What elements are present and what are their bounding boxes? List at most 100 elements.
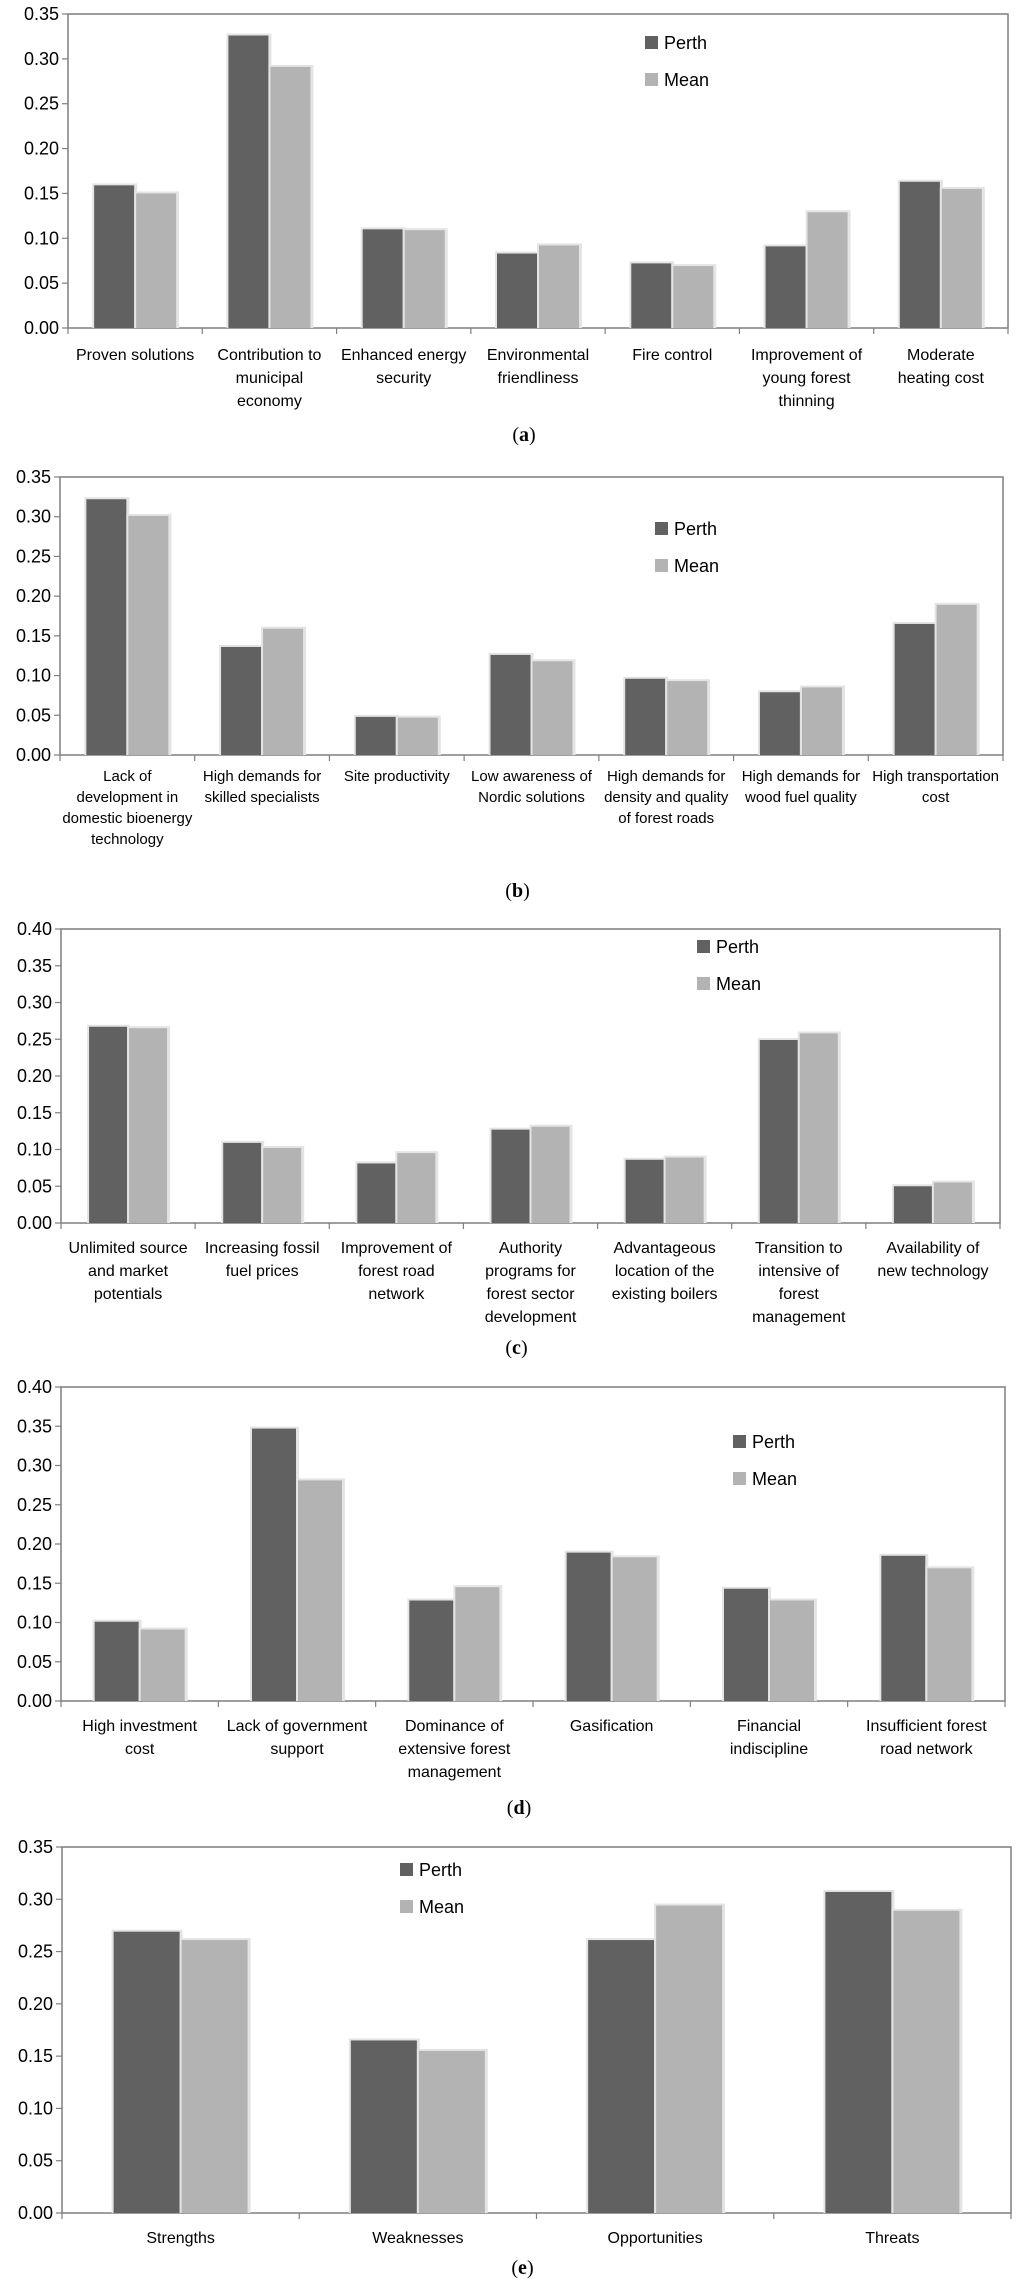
y-tick-label: 0.30 [18,1889,53,1909]
y-tick-label: 0.00 [17,1213,52,1233]
legend-label-perth: Perth [716,937,759,957]
y-tick-label: 0.00 [17,1691,52,1711]
category-label: High demands for skilled specialists [203,768,321,806]
bar-mean-3 [397,717,438,755]
y-tick-label: 0.15 [17,1573,52,1593]
y-tick-label: 0.15 [16,626,51,646]
bar-mean-5 [673,266,714,328]
category-label: Opportunities [608,2230,703,2247]
category-label: Site productivity [344,768,450,785]
y-tick-label: 0.40 [17,1377,52,1397]
legend-swatch-mean [400,1900,413,1913]
y-tick-label: 0.20 [17,1534,52,1554]
bar-perth-5 [625,678,666,755]
legend-label-mean: Mean [419,1897,464,1917]
y-tick-label: 0.25 [16,546,51,566]
legend-swatch-perth [655,522,668,535]
category-label: Dominance of extensive forest management [398,1718,511,1781]
bar-mean-3 [404,230,445,328]
chart-panel-e: 0.00 0.05 0.10 0.15 0.20 0.25 0.30 0.35 Strength… [18,1837,1012,2279]
bar-perth-6 [759,692,800,755]
bar-mean-6 [799,1033,838,1223]
category-label: Contribution to municipal economy [217,347,321,410]
y-tick-label: 0.25 [17,1029,52,1049]
y-tick-label: 0.05 [24,273,59,293]
y-tick-label: 0.25 [24,94,59,114]
y-tick-label: 0.05 [17,1176,52,1196]
legend-label-mean: Mean [664,70,709,90]
bar-perth-3 [588,1940,655,2213]
y-tick-label: 0.20 [18,1994,53,2014]
y-tick-label: 0.00 [16,745,51,765]
category-label: Fire control [632,347,712,364]
legend-swatch-mean [645,73,658,86]
category-label: Availability of new technology [877,1240,988,1280]
bar-mean-4 [532,661,573,755]
category-label: Improvement of young forest thinning [751,347,863,410]
legend-label-perth: Perth [752,1432,795,1452]
bar-perth-7 [894,623,935,755]
legend-label-mean: Mean [716,974,761,994]
bar-mean-2 [418,2050,485,2213]
y-tick-label: 0.35 [16,467,51,487]
y-tick-label: 0.10 [18,2098,53,2118]
panel-caption: (e) [511,2257,533,2279]
y-tick-label: 0.35 [17,1416,52,1436]
bar-mean-4 [893,1910,960,2213]
bar-perth-1 [94,185,135,328]
legend-label-perth: Perth [674,519,717,539]
bar-perth-2 [221,646,262,755]
bar-mean-1 [140,1629,185,1701]
chart-panel-d: 0.00 0.05 0.10 0.15 0.20 0.25 0.30 0.35 0.40 High… [17,1377,1006,1819]
plot-frame [60,1386,1006,1702]
y-tick-label: 0.25 [17,1495,52,1515]
y-tick-label: 0.25 [18,1942,53,1962]
bar-perth-6 [765,246,806,328]
category-label: Insufficient forest road network [866,1718,987,1758]
legend-swatch-perth [733,1435,746,1448]
bar-perth-7 [893,1186,932,1223]
y-tick-label: 0.00 [24,318,59,338]
y-tick-label: 0.05 [17,1652,52,1672]
bar-mean-6 [927,1568,972,1701]
y-tick-label: 0.10 [17,1613,52,1633]
y-tick-label: 0.15 [17,1103,52,1123]
y-tick-label: 0.30 [17,993,52,1013]
legend-swatch-mean [655,559,668,572]
category-label: Strengths [146,2230,214,2247]
y-tick-label: 0.30 [17,1456,52,1476]
legend-swatch-perth [400,1863,413,1876]
bar-perth-5 [724,1588,768,1701]
bar-mean-7 [933,1182,972,1223]
category-label: Moderate heating cost [898,347,985,387]
bar-mean-6 [807,212,848,328]
category-label: Lack of government support [227,1718,368,1758]
bar-perth-7 [899,181,940,328]
category-label: Environmental friendliness [487,347,589,387]
chart-panel-c: 0.00 0.05 0.10 0.15 0.20 0.25 0.30 0.35 0.40 Unli… [17,919,1001,1359]
bar-perth-3 [409,1600,454,1701]
category-label: Proven solutions [76,347,194,364]
y-tick-label: 0.15 [24,183,59,203]
chart-panel-a: 0.00 0.05 0.10 0.15 0.20 0.25 0.30 0.35 Proven s… [24,4,1009,446]
bar-mean-2 [270,66,311,328]
bar-perth-1 [86,499,127,755]
y-tick-label: 0.20 [16,586,51,606]
legend-swatch-perth [645,36,658,49]
bar-perth-6 [759,1039,798,1223]
bar-mean-2 [263,628,304,755]
category-label: Threats [865,2230,919,2247]
bar-perth-2 [228,35,269,328]
y-tick-label: 0.35 [18,1837,53,1857]
bar-mean-3 [656,1905,723,2213]
category-label: High transportation cost [872,768,999,806]
y-tick-label: 0.05 [16,705,51,725]
y-tick-label: 0.30 [24,49,59,69]
category-label: Increasing fossil fuel prices [205,1240,320,1280]
y-tick-label: 0.15 [18,2046,53,2066]
panel-caption: (d) [507,1797,531,1819]
legend-label-perth: Perth [664,33,707,53]
bar-mean-7 [941,188,982,328]
bar-mean-4 [531,1126,570,1223]
